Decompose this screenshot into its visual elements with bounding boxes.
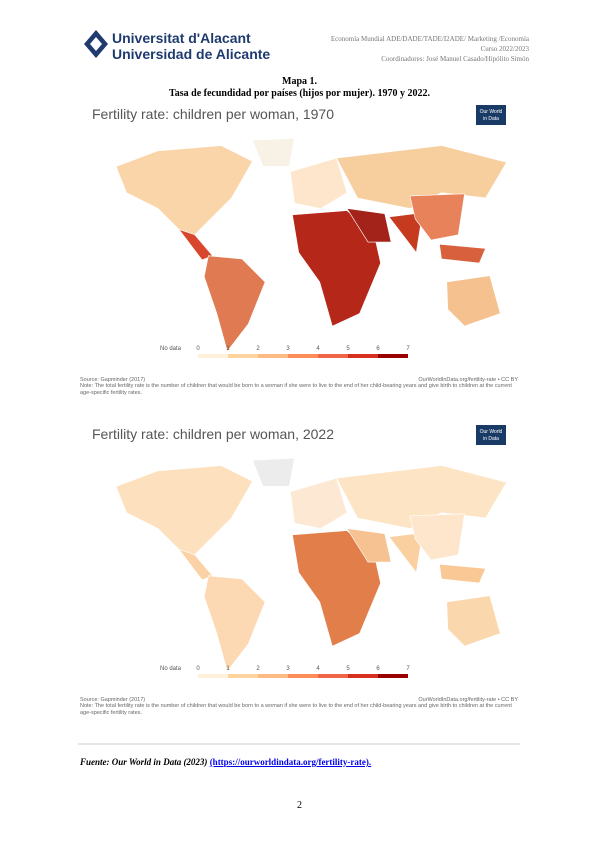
legend-swatch [198,354,228,358]
legend-tick: 3 [286,666,290,672]
legend-tick: 1 [226,346,230,352]
map-figure: Fertility rate: children per woman, 2022… [80,425,518,716]
map-source: Source: Gapminder (2017) [80,697,145,703]
course-line: Economía Mundial ADE/DADE/TADE/I2ADE/ Ma… [330,35,529,43]
country-region [346,208,392,243]
page-number: 2 [297,800,302,811]
legend-swatch [228,674,258,678]
university-name: Universidad de Alicante [112,46,271,62]
country-region [203,255,266,352]
legend-swatch [318,674,348,678]
caption-title: Mapa 1. [282,76,317,87]
country-region [115,465,253,556]
map-note-box: Note: The total fertility rate is the nu… [80,383,512,396]
legend-swatch [198,674,228,678]
legend-tick: 4 [316,666,320,672]
legend-tick: 6 [376,666,380,672]
country-region [178,228,214,261]
legend-swatch [348,354,378,358]
owid-logo-text: Our World [480,429,503,435]
country-region [446,595,501,647]
legend-tick: 6 [376,346,380,352]
country-region [289,477,348,529]
world-map [115,457,508,672]
legend-tick: 7 [406,346,410,352]
country-region [409,193,465,241]
map-title: Fertility rate: children per woman, 1970 [92,106,334,122]
map-url: OurWorldInData.org/fertility-rate • CC B… [418,377,518,383]
legend-tick: 3 [286,346,290,352]
country-region [388,212,423,254]
map-figure: Fertility rate: children per woman, 1970… [80,105,518,396]
map-note-box: Note: The total fertility rate is the nu… [80,703,512,716]
country-region [289,157,348,209]
country-region [409,513,465,561]
legend-tick: 7 [406,666,410,672]
country-region [346,528,392,563]
owid-logo-text: Our World [480,109,503,115]
legend-tick: 2 [256,346,260,352]
country-region [203,575,266,672]
country-region [252,457,295,487]
logo [84,30,108,58]
legend-swatch [258,674,288,678]
country-region [439,563,487,584]
university-name: Universitat d'Alacant [112,30,251,46]
footer-source: Fuente: Our World in Data (2023) (https:… [80,757,371,767]
owid-logo-text: in Data [483,116,499,122]
map-note: Note: The total fertility rate is the nu… [80,703,512,716]
legend-swatch [318,354,348,358]
map-note: Note: The total fertility rate is the nu… [80,383,512,396]
country-region [388,532,423,574]
legend-tick: 0 [196,666,200,672]
course-line: Curso 2022/2023 [480,45,529,53]
map-source: Source: Gapminder (2017) [80,377,145,383]
owid-logo-text: in Data [483,436,499,442]
legend-label: No data [160,346,182,352]
legend-swatch [348,674,378,678]
map-title: Fertility rate: children per woman, 2022 [92,426,334,442]
legend-swatch [378,354,408,358]
legend-swatch [288,354,318,358]
legend-tick: 5 [346,346,350,352]
caption-subtitle: Tasa de fecundidad por países (hijos por… [169,88,430,99]
country-region [446,275,501,327]
source-prefix: Fuente: Our World in Data (2023) [80,757,208,767]
map-url: OurWorldInData.org/fertility-rate • CC B… [418,697,518,703]
legend-tick: 1 [226,666,230,672]
country-region [178,548,214,581]
world-map [115,137,508,352]
legend-tick: 4 [316,346,320,352]
legend-swatch [228,354,258,358]
legend-swatch [258,354,288,358]
owid-logo [476,425,506,445]
course-line: Coordinadores: José Manuel Casado/Hipóli… [381,55,529,63]
country-region [252,137,295,167]
legend-tick: 0 [196,346,200,352]
legend-tick: 5 [346,666,350,672]
legend-swatch [288,674,318,678]
source-link[interactable]: (https://ourworldindata.org/fertility-ra… [209,757,372,767]
country-region [115,145,253,236]
legend-tick: 2 [256,666,260,672]
country-region [439,243,487,264]
owid-logo [476,105,506,125]
legend-swatch [378,674,408,678]
legend-label: No data [160,666,182,672]
